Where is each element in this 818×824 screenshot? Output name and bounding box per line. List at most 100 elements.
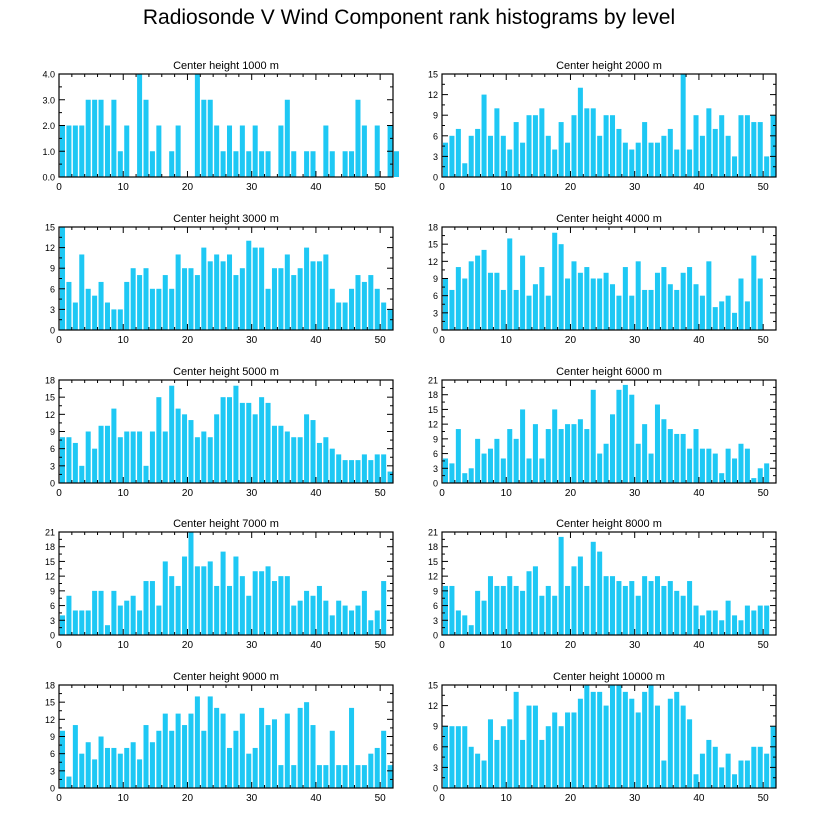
bar (175, 408, 181, 483)
bar (349, 610, 355, 635)
bar (336, 600, 342, 635)
bar (571, 566, 577, 635)
bar (693, 774, 699, 788)
bar (552, 409, 558, 483)
bar (162, 431, 168, 483)
bar (381, 581, 387, 635)
bar (66, 125, 72, 177)
y-tick-label: 15 (45, 223, 55, 233)
bar (558, 429, 564, 483)
bar (143, 99, 149, 177)
bar (520, 142, 526, 177)
bar (712, 128, 718, 177)
y-tick-label: 18 (45, 681, 55, 691)
bar (329, 151, 335, 177)
x-tick-label: 0 (56, 640, 62, 651)
bar (699, 448, 705, 483)
bar (732, 774, 738, 788)
y-tick-label: 18 (45, 542, 55, 552)
bar (368, 460, 374, 483)
bar (590, 389, 596, 483)
bar (252, 571, 258, 635)
x-tick-label: 40 (693, 793, 705, 804)
y-tick-label: 15 (428, 405, 438, 415)
bar (494, 108, 500, 177)
bar (642, 289, 648, 330)
bar (220, 151, 226, 177)
bar (117, 437, 123, 483)
y-tick-label: 6 (433, 291, 438, 301)
x-tick-label: 50 (375, 182, 387, 193)
bar (143, 725, 149, 788)
bar (629, 149, 635, 177)
bar (207, 99, 213, 177)
y-tick-label: 9 (433, 722, 438, 732)
bar (316, 585, 322, 635)
y-tick-label: 18 (428, 390, 438, 400)
bar (214, 707, 220, 788)
bar (349, 151, 355, 177)
bar (629, 394, 635, 483)
bar (85, 99, 91, 177)
bar (693, 115, 699, 177)
main-title: Radiosonde V Wind Component rank histogr… (142, 6, 676, 29)
bar (60, 730, 66, 788)
bar (481, 94, 487, 177)
y-tick-label: 21 (428, 528, 438, 538)
bar (481, 600, 487, 635)
x-tick-label: 0 (56, 793, 62, 804)
y-tick-label: 6 (50, 601, 55, 611)
bar (104, 425, 110, 483)
bar (616, 389, 622, 483)
bar (336, 454, 342, 483)
bar (597, 278, 603, 330)
bar (500, 135, 506, 177)
bar (687, 267, 693, 330)
y-tick-label: 15 (45, 698, 55, 708)
bar (265, 725, 271, 788)
x-tick-label: 30 (246, 488, 258, 499)
bar (233, 730, 239, 788)
bar (117, 309, 123, 330)
bar (635, 712, 641, 788)
bar (449, 135, 455, 177)
bar (284, 713, 290, 788)
bar (712, 746, 718, 788)
y-tick-label: 12 (45, 410, 55, 420)
bar (188, 713, 194, 788)
bar (104, 125, 110, 177)
bar (757, 605, 763, 635)
bar (92, 590, 98, 635)
bar (687, 448, 693, 483)
bar (693, 284, 699, 330)
y-tick-label: 0 (433, 173, 438, 183)
y-tick-label: 6 (433, 449, 438, 459)
y-tick-label: 1.0 (42, 147, 55, 157)
bar (654, 576, 660, 635)
bar (487, 135, 493, 177)
bar (648, 142, 654, 177)
x-tick-label: 50 (758, 793, 770, 804)
bar (539, 739, 545, 788)
bar (680, 272, 686, 330)
bar (494, 438, 500, 483)
bar (98, 281, 104, 330)
y-tick-label: 15 (428, 681, 438, 691)
y-tick-label: 21 (45, 528, 55, 538)
bar (278, 576, 284, 635)
x-tick-label: 50 (375, 488, 387, 499)
bar (449, 726, 455, 788)
bar (233, 385, 239, 483)
bar (143, 581, 149, 635)
bar (667, 581, 673, 635)
bar (674, 149, 680, 177)
bar (597, 551, 603, 635)
bar (468, 468, 474, 483)
bar (706, 261, 712, 330)
bar (706, 108, 712, 177)
panel-title: Center height 2000 m (556, 60, 662, 72)
bar (316, 261, 322, 330)
bar (577, 698, 583, 788)
x-tick-label: 50 (375, 793, 387, 804)
bar (92, 99, 98, 177)
